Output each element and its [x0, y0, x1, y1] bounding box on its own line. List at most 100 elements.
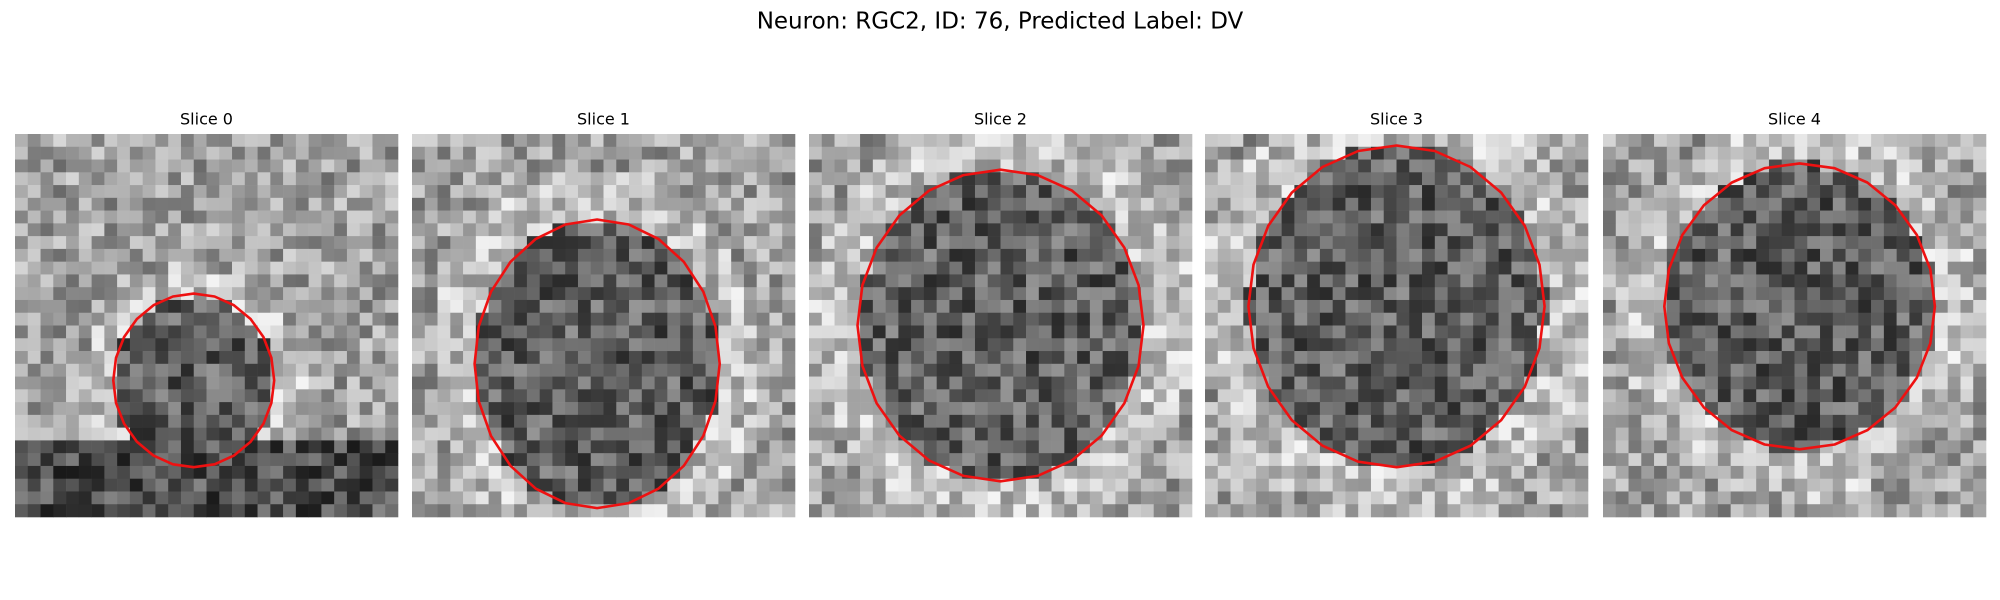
pixel — [475, 248, 489, 262]
pixel — [270, 478, 284, 492]
pixel — [1820, 338, 1834, 352]
pixel — [1845, 210, 1859, 224]
pixel — [680, 389, 694, 403]
pixel — [117, 478, 131, 492]
pixel — [1666, 414, 1680, 428]
pixel — [463, 210, 477, 224]
pixel — [1896, 197, 1910, 211]
pixel — [1102, 478, 1116, 492]
pixel — [1051, 376, 1065, 390]
pixel — [1179, 146, 1193, 160]
pixel — [1575, 287, 1589, 301]
pixel — [962, 134, 976, 148]
pixel — [1794, 312, 1808, 326]
pixel — [1205, 325, 1219, 339]
pixel — [1654, 440, 1668, 454]
pixel — [1781, 146, 1795, 160]
pixel — [283, 210, 297, 224]
pixel — [782, 427, 796, 441]
pixel — [1794, 478, 1808, 492]
pixel — [1947, 504, 1961, 518]
pixel — [1332, 223, 1346, 237]
pixel — [1679, 389, 1693, 403]
pixel — [1756, 210, 1770, 224]
pixel — [821, 491, 835, 505]
pixel — [885, 197, 899, 211]
pixel — [1064, 478, 1078, 492]
pixel — [1358, 363, 1372, 377]
pixel — [193, 223, 207, 237]
pixel — [372, 351, 386, 365]
pixel — [1575, 172, 1589, 186]
pixel — [1370, 504, 1385, 518]
pixel — [27, 325, 41, 339]
pixel — [1717, 427, 1731, 441]
pixel — [1396, 172, 1410, 186]
pixel — [1562, 389, 1576, 403]
pixel — [1473, 338, 1487, 352]
pixel — [1128, 197, 1142, 211]
pixel — [321, 402, 335, 416]
pixel — [257, 287, 271, 301]
pixel — [809, 146, 823, 160]
pixel — [437, 146, 451, 160]
pixel — [782, 376, 796, 390]
pixel — [641, 197, 655, 211]
pixel — [1524, 197, 1538, 211]
pixel — [1205, 376, 1219, 390]
pixel — [1730, 274, 1744, 288]
pixel — [1575, 146, 1589, 160]
pixel — [1832, 414, 1846, 428]
pixel — [155, 402, 169, 416]
pixel — [1345, 210, 1359, 224]
pixel — [1166, 453, 1180, 467]
pixel — [488, 478, 502, 492]
pixel — [1628, 299, 1642, 314]
pixel — [1536, 414, 1550, 428]
pixel — [372, 363, 386, 377]
pixel — [66, 210, 80, 224]
pixel — [27, 261, 41, 275]
pixel — [565, 248, 579, 262]
pixel — [860, 414, 874, 428]
pixel — [756, 491, 770, 505]
pixel — [1524, 389, 1538, 403]
pixel — [514, 440, 528, 454]
pixel — [654, 504, 668, 518]
pixel — [295, 159, 309, 173]
pixel — [1615, 261, 1629, 275]
pixel — [15, 465, 29, 479]
pixel — [872, 185, 886, 199]
panel-title: Slice 3 — [1370, 110, 1423, 129]
pixel — [1654, 210, 1668, 224]
pixel — [1460, 453, 1474, 467]
pixel — [321, 274, 335, 288]
pixel — [412, 197, 426, 211]
pixel — [206, 146, 220, 160]
pixel — [782, 287, 796, 301]
pixel — [872, 223, 886, 237]
pixel — [295, 402, 309, 416]
pixel — [847, 236, 861, 250]
pixel — [1705, 287, 1719, 301]
pixel — [308, 185, 322, 199]
pixel — [1217, 312, 1231, 326]
pixel — [66, 287, 80, 301]
pixel — [1281, 159, 1295, 173]
pixel — [1641, 338, 1655, 352]
pixel — [232, 312, 246, 326]
pixel — [1281, 210, 1295, 224]
pixel — [1692, 440, 1706, 454]
pixel — [1115, 376, 1129, 390]
pixel — [1730, 287, 1744, 301]
pixel — [667, 402, 681, 416]
pixel — [1102, 338, 1116, 352]
pixel — [1166, 261, 1180, 275]
pixel — [78, 338, 92, 352]
pixel — [1396, 248, 1410, 262]
pixel — [962, 146, 976, 160]
pixel — [346, 172, 360, 186]
pixel — [219, 197, 233, 211]
pixel — [1756, 299, 1770, 314]
pixel — [1756, 478, 1770, 492]
